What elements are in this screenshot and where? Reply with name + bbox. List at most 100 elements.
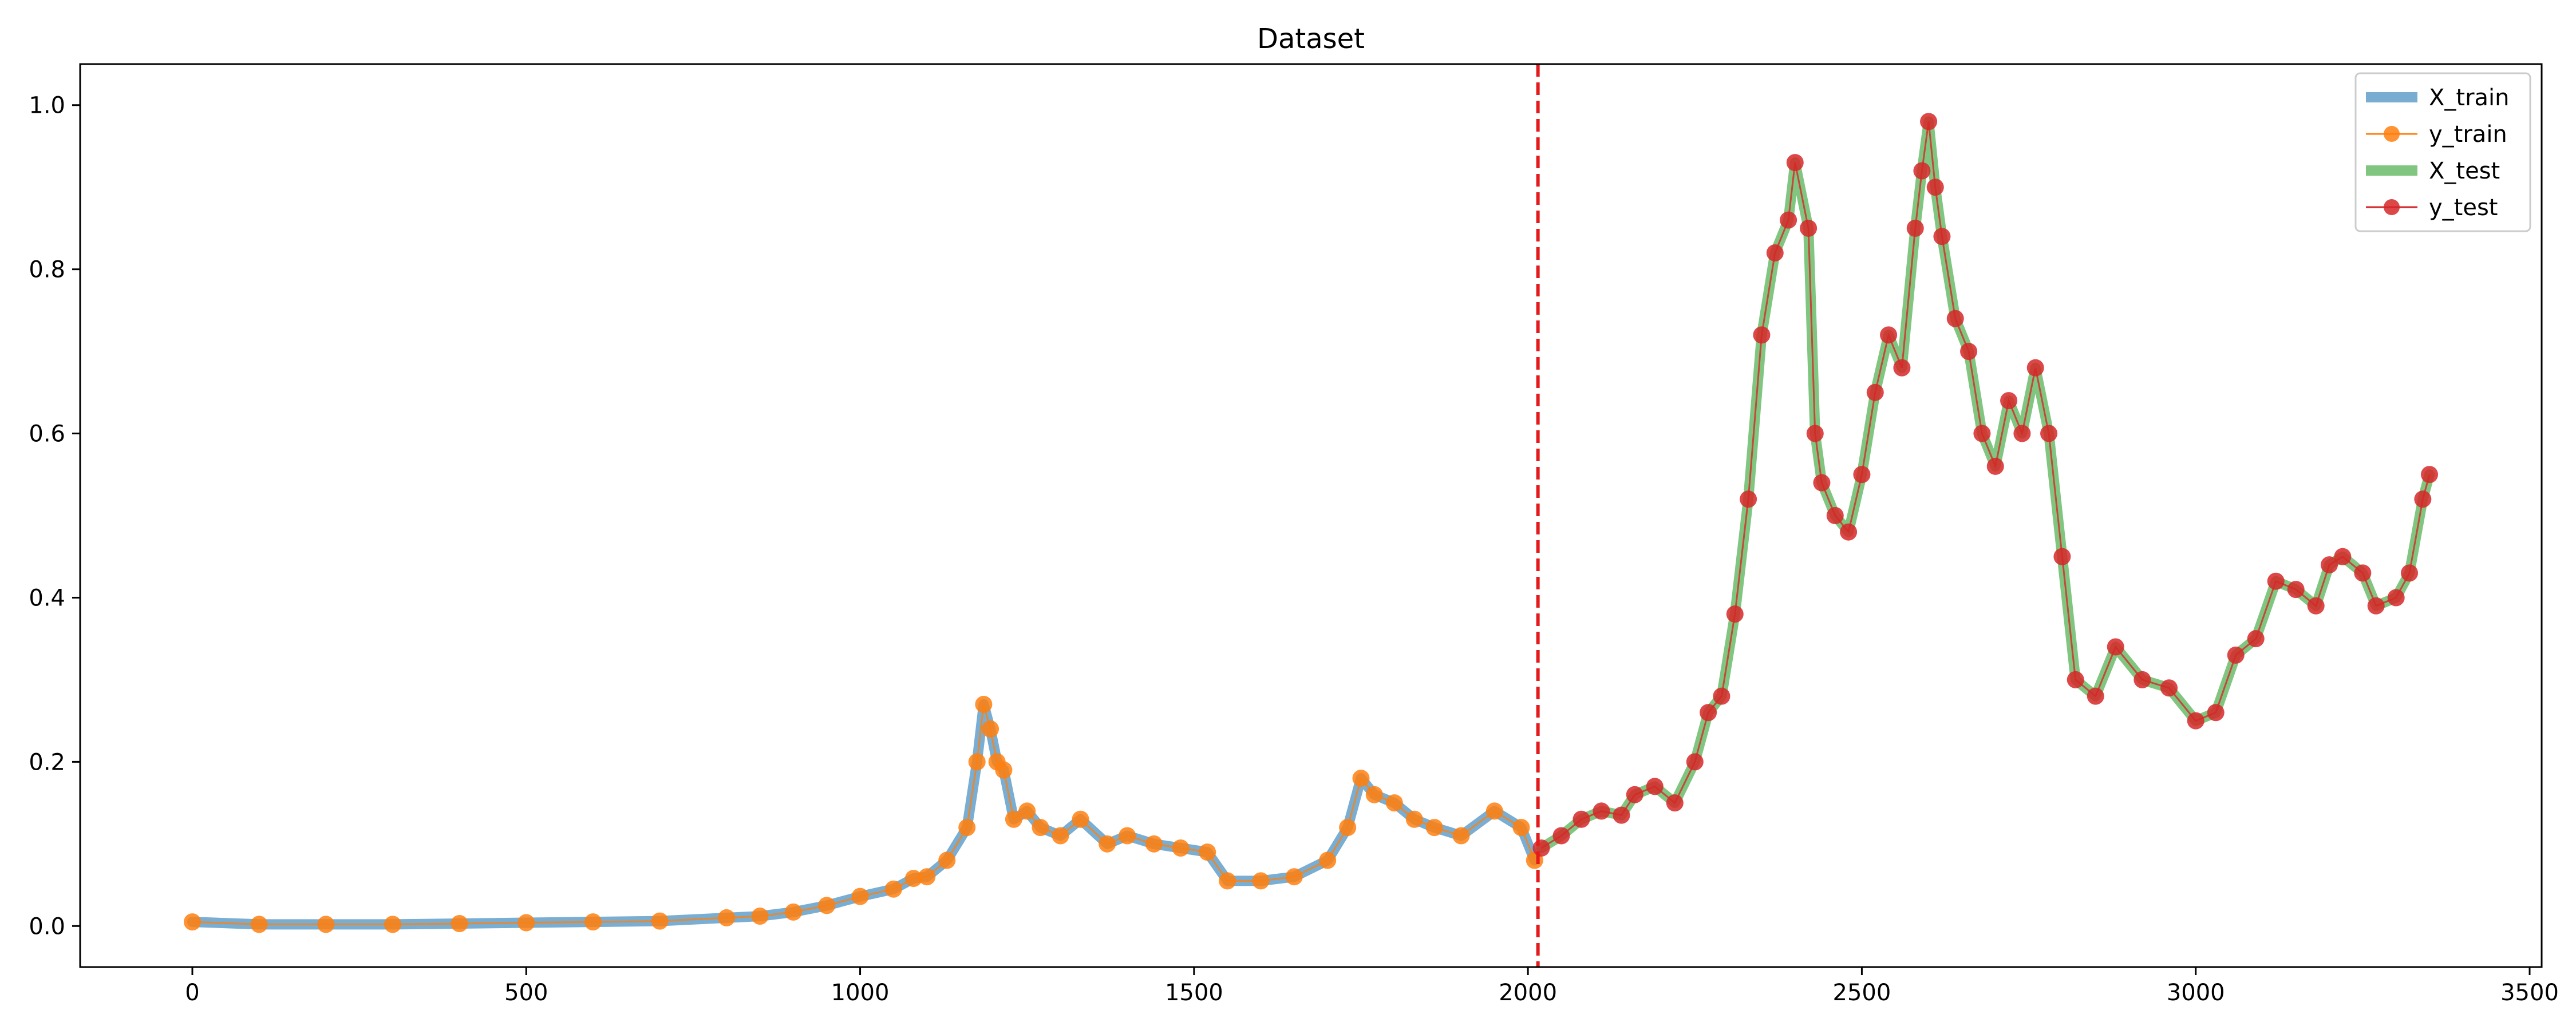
data-point-y-test xyxy=(2160,679,2178,697)
data-point-y-test xyxy=(2053,548,2071,565)
data-point-y-test xyxy=(2307,597,2325,615)
y-tick-label: 0.0 xyxy=(29,913,65,940)
data-point-y-test xyxy=(1613,806,1630,824)
data-point-y-train xyxy=(517,914,535,932)
data-point-y-train xyxy=(1319,851,1337,869)
data-point-y-test xyxy=(1713,687,1730,705)
data-point-y-test xyxy=(1646,778,1664,795)
data-point-y-train xyxy=(451,914,468,932)
data-point-y-test xyxy=(1800,219,1818,237)
data-point-y-test xyxy=(1552,827,1570,845)
data-point-y-train xyxy=(250,916,268,933)
legend-marker-y-train xyxy=(2384,126,2400,142)
data-point-y-train xyxy=(1099,835,1116,853)
data-point-y-test xyxy=(1920,113,1938,130)
x-tick-label: 3500 xyxy=(2500,980,2559,1006)
data-point-y-test xyxy=(1700,704,1717,722)
data-point-y-train xyxy=(851,888,869,905)
data-point-y-test xyxy=(2000,392,2018,410)
data-point-y-train xyxy=(818,897,836,914)
data-point-y-train xyxy=(1172,839,1190,857)
data-point-y-test xyxy=(1926,179,1944,196)
data-point-y-train xyxy=(317,916,335,933)
x-tick-label: 3000 xyxy=(2167,980,2225,1006)
data-point-y-test xyxy=(2367,597,2385,615)
data-point-y-train xyxy=(958,819,976,837)
data-point-y-train xyxy=(1005,810,1022,828)
y-axis: 0.0 0.2 0.4 0.6 0.8 1.0 xyxy=(29,93,80,940)
legend-label-x-train: X_train xyxy=(2429,85,2510,111)
legend-marker-y-test xyxy=(2384,199,2400,215)
legend-box xyxy=(2354,72,2531,232)
data-point-y-test xyxy=(2414,490,2432,508)
series-layer xyxy=(183,113,2439,933)
data-point-y-train xyxy=(1018,802,1036,820)
data-point-y-test xyxy=(1946,310,1964,327)
y-tick-label: 0.4 xyxy=(29,585,65,611)
data-point-y-test xyxy=(2401,564,2419,582)
data-point-y-train xyxy=(1072,810,1089,828)
data-point-y-test xyxy=(2247,630,2265,648)
data-point-y-test xyxy=(1880,326,1898,344)
data-point-y-test xyxy=(2267,572,2285,590)
x-axis: 0 500 1000 1500 2000 2500 3000 3500 xyxy=(185,967,2559,1006)
data-point-y-test xyxy=(1726,605,1744,623)
data-point-y-train xyxy=(1485,802,1503,820)
data-point-y-train xyxy=(183,913,201,931)
data-point-y-test xyxy=(1593,802,1610,820)
data-point-y-train xyxy=(651,912,669,930)
data-point-y-test xyxy=(1973,425,1991,442)
data-point-y-test xyxy=(2026,359,2044,377)
x-tick-label: 1500 xyxy=(1165,980,1223,1006)
data-point-y-train xyxy=(1365,786,1383,803)
legend-label-y-train: y_train xyxy=(2429,121,2507,148)
data-point-y-test xyxy=(2013,425,2031,442)
data-point-y-test xyxy=(2334,548,2352,565)
data-point-y-test xyxy=(1840,523,1858,541)
data-point-y-train xyxy=(1512,819,1530,837)
data-point-y-test xyxy=(2421,466,2439,484)
data-point-y-train xyxy=(1252,872,1270,890)
data-point-y-test xyxy=(1780,211,1797,229)
legend-label-x-test: X_test xyxy=(2429,158,2500,184)
data-point-y-test xyxy=(2187,712,2204,730)
data-point-y-train xyxy=(904,870,922,888)
data-point-y-train xyxy=(718,909,736,926)
data-point-y-test xyxy=(1866,383,1884,401)
data-point-y-train xyxy=(1199,843,1216,861)
data-point-y-train xyxy=(1385,794,1403,812)
data-point-y-test xyxy=(1913,162,1931,180)
data-point-y-train xyxy=(938,851,956,869)
data-point-y-test xyxy=(2354,564,2372,582)
x-tick-label: 0 xyxy=(185,980,199,1006)
x-tick-label: 1000 xyxy=(831,980,890,1006)
data-point-y-test xyxy=(1626,786,1643,803)
data-point-y-test xyxy=(2040,425,2058,442)
data-point-y-test xyxy=(1933,228,1951,245)
data-point-y-train xyxy=(584,913,602,931)
data-point-y-train xyxy=(1145,835,1163,853)
data-point-y-train xyxy=(995,761,1013,779)
data-point-y-test xyxy=(1806,425,1824,442)
data-point-y-train xyxy=(1119,827,1136,845)
data-point-y-test xyxy=(1986,457,2004,475)
data-point-y-train xyxy=(751,908,769,925)
data-point-y-test xyxy=(2321,556,2338,574)
data-point-y-test xyxy=(1753,326,1771,344)
data-point-y-train xyxy=(1452,827,1470,845)
x-tick-label: 2000 xyxy=(1499,980,1557,1006)
data-point-y-train xyxy=(1219,872,1236,890)
x-tick-label: 2500 xyxy=(1833,980,1891,1006)
data-point-y-test xyxy=(1960,343,1978,360)
data-point-y-test xyxy=(1906,219,1924,237)
data-point-y-train xyxy=(384,916,401,933)
data-point-y-test xyxy=(2087,687,2104,705)
data-point-y-test xyxy=(1766,244,1784,262)
data-point-y-test xyxy=(1853,466,1871,484)
chart-title: Dataset xyxy=(1257,23,1365,55)
data-point-y-test xyxy=(1532,839,1550,857)
data-point-y-train xyxy=(1339,819,1357,837)
data-point-y-test xyxy=(1786,154,1804,172)
x-tick-label: 500 xyxy=(504,980,548,1006)
